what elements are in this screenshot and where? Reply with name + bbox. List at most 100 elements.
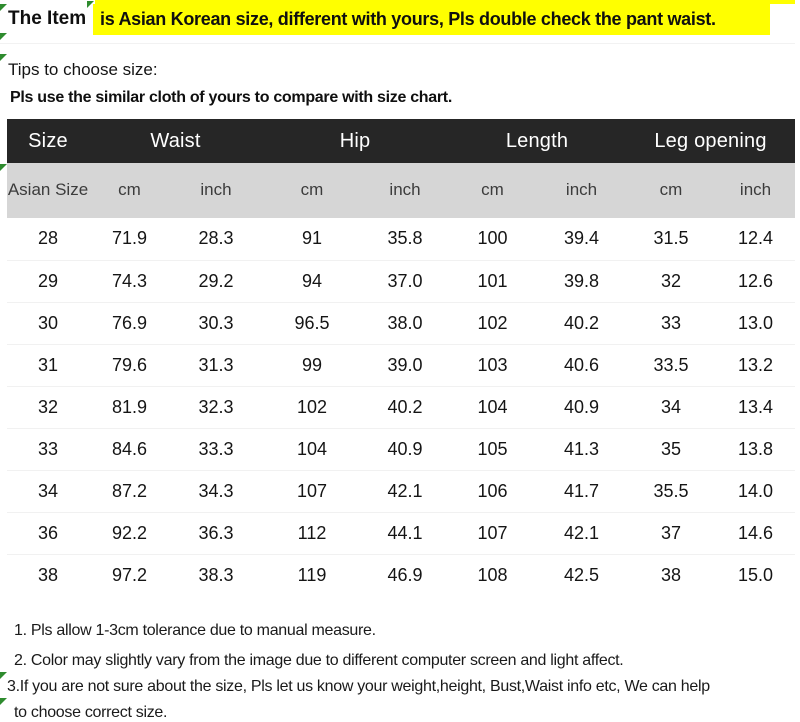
table-cell: 36 <box>7 512 89 555</box>
table-cell: 33 <box>7 428 89 471</box>
table-row: 34 87.2 34.3 107 42.1 106 41.7 35.5 14.0 <box>7 470 796 513</box>
table-cell: 119 <box>262 554 363 596</box>
table-cell: 103 <box>448 344 538 387</box>
table-cell: 81.9 <box>89 386 170 429</box>
table-row: 33 84.6 33.3 104 40.9 105 41.3 35 13.8 <box>7 428 796 471</box>
table-cell: 74.3 <box>89 260 170 303</box>
subheader-asian-size: Asian Size <box>7 163 89 218</box>
tips-line: Tips to choose size: <box>8 60 158 79</box>
table-row: 38 97.2 38.3 119 46.9 108 42.5 38 15.0 <box>7 554 796 596</box>
table-cell: 31 <box>7 344 89 387</box>
table-cell: 38.0 <box>362 302 449 345</box>
table-cell: 99 <box>262 344 363 387</box>
table-cell: 29.2 <box>170 260 263 303</box>
subheader-unit: cm <box>89 163 170 218</box>
table-cell: 40.9 <box>537 386 627 429</box>
subheader-unit: inch <box>537 163 627 218</box>
table-cell: 31.3 <box>170 344 263 387</box>
table-cell: 107 <box>262 470 363 513</box>
green-corner-marker-icon <box>0 164 7 171</box>
subheader-unit: cm <box>448 163 538 218</box>
table-cell: 12.4 <box>716 218 796 261</box>
table-cell: 42.1 <box>537 512 627 555</box>
table-cell: 101 <box>448 260 538 303</box>
table-cell: 96.5 <box>262 302 363 345</box>
table-row: 30 76.9 30.3 96.5 38.0 102 40.2 33 13.0 <box>7 302 796 345</box>
table-cell: 34 <box>626 386 717 429</box>
subheader-unit: inch <box>170 163 263 218</box>
table-cell: 94 <box>262 260 363 303</box>
table-cell: 102 <box>262 386 363 429</box>
col-header-hip: Hip <box>262 119 449 163</box>
table-cell: 92.2 <box>89 512 170 555</box>
table-cell: 39.8 <box>537 260 627 303</box>
table-cell: 71.9 <box>89 218 170 261</box>
table-cell: 28 <box>7 218 89 261</box>
table-cell: 97.2 <box>89 554 170 596</box>
table-row: 32 81.9 32.3 102 40.2 104 40.9 34 13.4 <box>7 386 796 429</box>
table-cell: 40.9 <box>362 428 449 471</box>
table-row: 29 74.3 29.2 94 37.0 101 39.8 32 12.6 <box>7 260 796 303</box>
col-header-length: Length <box>448 119 627 163</box>
table-cell: 13.8 <box>716 428 796 471</box>
subheader-unit: cm <box>262 163 363 218</box>
table-cell: 104 <box>262 428 363 471</box>
table-cell: 104 <box>448 386 538 429</box>
table-cell: 13.4 <box>716 386 796 429</box>
green-corner-marker-icon <box>87 1 94 8</box>
table-cell: 13.2 <box>716 344 796 387</box>
table-cell: 12.6 <box>716 260 796 303</box>
green-corner-marker-icon <box>0 698 7 705</box>
compare-line: Pls use the similar cloth of yours to co… <box>10 89 452 106</box>
table-cell: 33.3 <box>170 428 263 471</box>
table-cell: 31.5 <box>626 218 717 261</box>
table-cell: 14.6 <box>716 512 796 555</box>
table-cell: 40.6 <box>537 344 627 387</box>
table-group-header-row: Size Waist Hip Length Leg opening <box>7 119 796 163</box>
subheader-unit: inch <box>716 163 796 218</box>
table-cell: 34.3 <box>170 470 263 513</box>
table-cell: 107 <box>448 512 538 555</box>
table-cell: 79.6 <box>89 344 170 387</box>
table-cell: 28.3 <box>170 218 263 261</box>
table-cell: 100 <box>448 218 538 261</box>
size-table-body: 28 71.9 28.3 91 35.8 100 39.4 31.5 12.4 29 74.3 29.… <box>7 218 796 596</box>
col-header-size: Size <box>7 119 89 163</box>
row-gridline <box>0 43 795 44</box>
col-header-leg-opening: Leg opening <box>626 119 796 163</box>
col-header-waist: Waist <box>89 119 263 163</box>
table-cell: 39.0 <box>362 344 449 387</box>
note-line: 2. Color may slightly vary from the imag… <box>14 652 624 669</box>
table-cell: 35 <box>626 428 717 471</box>
table-cell: 29 <box>7 260 89 303</box>
table-cell: 38 <box>7 554 89 596</box>
subheader-unit: inch <box>362 163 449 218</box>
size-chart-table: Size Waist Hip Length Leg opening Asian … <box>7 119 796 596</box>
table-cell: 32 <box>626 260 717 303</box>
table-cell: 36.3 <box>170 512 263 555</box>
table-cell: 33.5 <box>626 344 717 387</box>
highlight-strip <box>95 0 795 4</box>
table-cell: 41.3 <box>537 428 627 471</box>
table-row: 36 92.2 36.3 112 44.1 107 42.1 37 14.6 <box>7 512 796 555</box>
green-corner-marker-icon <box>0 33 7 40</box>
note-line: 1. Pls allow 1-3cm tolerance due to manu… <box>14 622 376 639</box>
table-cell: 108 <box>448 554 538 596</box>
table-cell: 14.0 <box>716 470 796 513</box>
table-cell: 37 <box>626 512 717 555</box>
table-cell: 102 <box>448 302 538 345</box>
table-cell: 87.2 <box>89 470 170 513</box>
table-cell: 46.9 <box>362 554 449 596</box>
table-cell: 41.7 <box>537 470 627 513</box>
table-cell: 39.4 <box>537 218 627 261</box>
subheader-unit: cm <box>626 163 717 218</box>
table-subheader-row: Asian Size cm inch cm inch cm inch cm in… <box>7 163 796 218</box>
banner-highlight: is Asian Korean size, different with you… <box>93 4 770 35</box>
table-cell: 35.5 <box>626 470 717 513</box>
note-line: to choose correct size. <box>14 704 168 721</box>
green-corner-marker-icon <box>0 54 7 61</box>
table-cell: 13.0 <box>716 302 796 345</box>
table-cell: 112 <box>262 512 363 555</box>
table-cell: 15.0 <box>716 554 796 596</box>
